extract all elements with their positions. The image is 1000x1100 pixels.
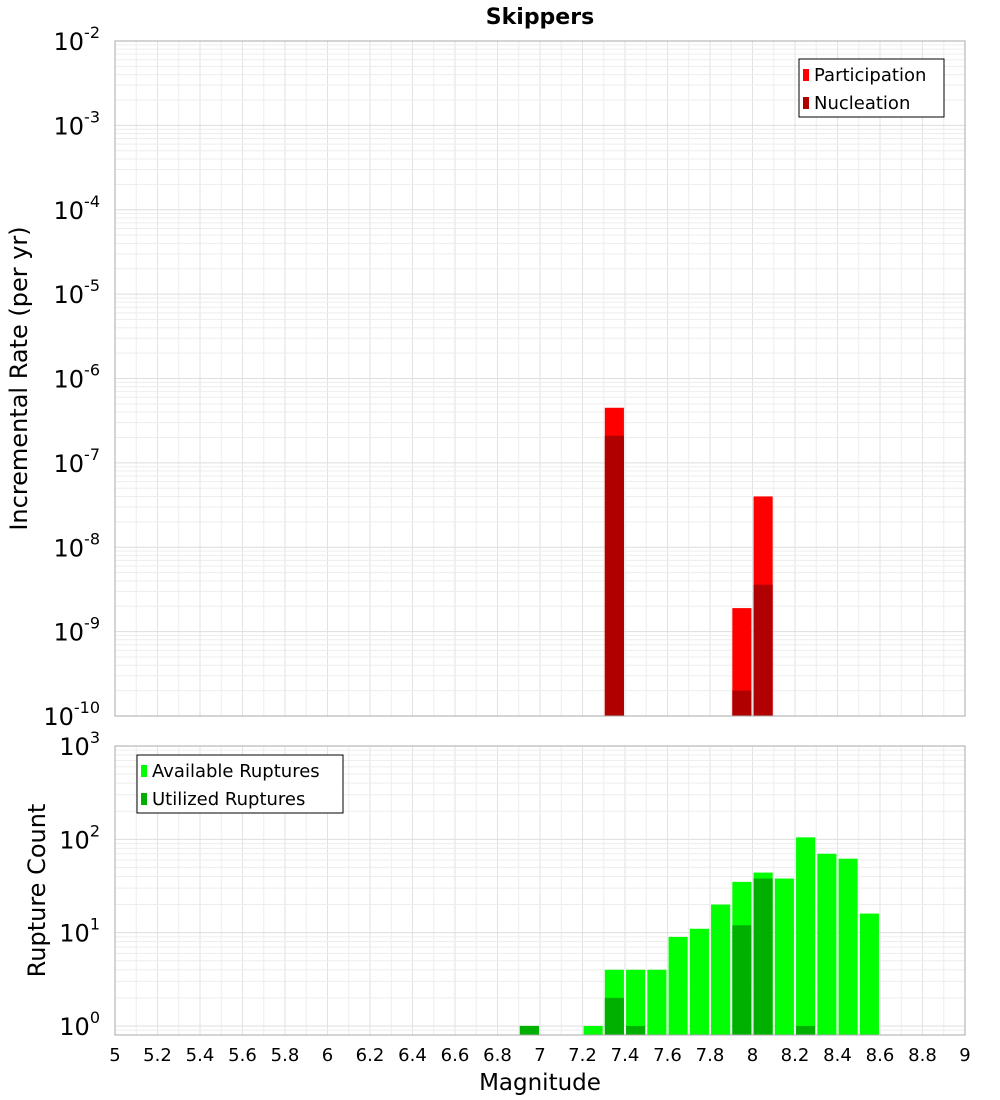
- count-bar-available-ruptures: [796, 837, 816, 1035]
- y-tick-label: 100: [59, 1008, 100, 1041]
- x-axis-label: Magnitude: [479, 1070, 601, 1096]
- y-tick-label: 10-2: [54, 23, 101, 56]
- count-bar-available-ruptures: [774, 878, 794, 1035]
- y-tick-label: 10-10: [43, 698, 100, 731]
- plot-frame: [114, 745, 966, 1036]
- count-bar-available-ruptures: [626, 969, 646, 1035]
- y-tick-label: 10-4: [54, 192, 101, 225]
- count-bar-available-ruptures: [838, 858, 858, 1035]
- x-tick-label: 7.4: [611, 1045, 640, 1066]
- legend-entry: Utilized Ruptures: [152, 789, 305, 810]
- y-tick-label: 10-3: [54, 107, 101, 140]
- x-tick-label: 8.6: [866, 1045, 895, 1066]
- legend: Participation Nucleation: [798, 58, 945, 118]
- x-tick-label: 6.4: [398, 1045, 427, 1066]
- y-tick-label: 10-6: [54, 361, 101, 394]
- legend-entry: Participation: [814, 65, 926, 86]
- count-bar-utilized-ruptures: [626, 1025, 646, 1035]
- count-bar-utilized-ruptures: [604, 997, 624, 1035]
- x-tick-label: 5.2: [143, 1045, 172, 1066]
- legend-swatch: [803, 69, 809, 81]
- panel-1: 10-10 10-9 10-8 10-7 10-6 10-5 10-4 10-3 10-2 Inc…: [5, 5, 966, 731]
- x-tick-label: 6.2: [356, 1045, 385, 1066]
- count-bar-available-ruptures: [583, 1025, 603, 1035]
- x-tick-label: 5.6: [228, 1045, 257, 1066]
- y-tick-label: 10-5: [54, 276, 101, 309]
- y-tick-label: 10-8: [54, 529, 101, 562]
- rate-bar-nucleation: [753, 584, 773, 716]
- count-bar-available-ruptures: [817, 853, 837, 1035]
- rate-bar-nucleation: [604, 435, 624, 716]
- y-tick-label: 102: [59, 821, 100, 854]
- chart-title: Skippers: [486, 5, 594, 30]
- count-bar-available-ruptures: [647, 969, 667, 1035]
- x-tick-label: 5.8: [271, 1045, 300, 1066]
- x-tick-label: 7.8: [696, 1045, 725, 1066]
- x-tick-label: 5.4: [186, 1045, 215, 1066]
- legend-swatch: [141, 765, 147, 777]
- count-bar-available-ruptures: [689, 928, 709, 1035]
- legend-entry: Available Ruptures: [152, 761, 320, 782]
- x-tick-label: 7: [534, 1045, 545, 1066]
- x-tick-label: 5: [109, 1045, 120, 1066]
- x-tick-label: 6.8: [483, 1045, 512, 1066]
- rate-bar-participation: [732, 608, 752, 716]
- y-tick-label: 10-9: [54, 614, 101, 647]
- y-tick-label: 103: [59, 728, 100, 761]
- y-tick-label: 10-7: [54, 445, 101, 478]
- count-bar-available-ruptures: [668, 936, 688, 1035]
- panel-2: 100 101 102 103 Rupture Count 5 5.2 5.4 5.6 5.8 6 6…: [23, 728, 971, 1096]
- legend-box: [136, 754, 344, 814]
- x-tick-label: 6.6: [441, 1045, 470, 1066]
- x-tick-label: 9: [959, 1045, 970, 1066]
- count-bar-utilized-ruptures: [519, 1025, 539, 1035]
- x-tick-label: 8.4: [823, 1045, 852, 1066]
- legend-swatch: [803, 97, 809, 109]
- x-tick-label: 8.2: [781, 1045, 810, 1066]
- x-tick-label: 8: [747, 1045, 758, 1066]
- x-tick-label: 6: [322, 1045, 333, 1066]
- count-bar-utilized-ruptures: [753, 878, 773, 1035]
- y-axis-label: Incremental Rate (per yr): [5, 226, 33, 530]
- legend: Available Ruptures Utilized Ruptures: [136, 754, 344, 814]
- count-bar-utilized-ruptures: [732, 925, 752, 1035]
- y-axis-label: Rupture Count: [23, 804, 51, 978]
- x-tick-label: 7.6: [653, 1045, 682, 1066]
- plot-frame: [114, 40, 966, 717]
- legend-box: [798, 58, 945, 118]
- y-tick-label: 101: [59, 915, 100, 948]
- rate-bar-nucleation: [732, 690, 752, 716]
- x-tick-label: 8.8: [908, 1045, 937, 1066]
- legend-swatch: [141, 793, 147, 805]
- count-bar-available-ruptures: [859, 913, 879, 1035]
- count-bar-utilized-ruptures: [796, 1025, 816, 1035]
- legend-entry: Nucleation: [814, 93, 910, 114]
- count-bar-available-ruptures: [711, 904, 731, 1035]
- x-tick-label: 7.2: [568, 1045, 597, 1066]
